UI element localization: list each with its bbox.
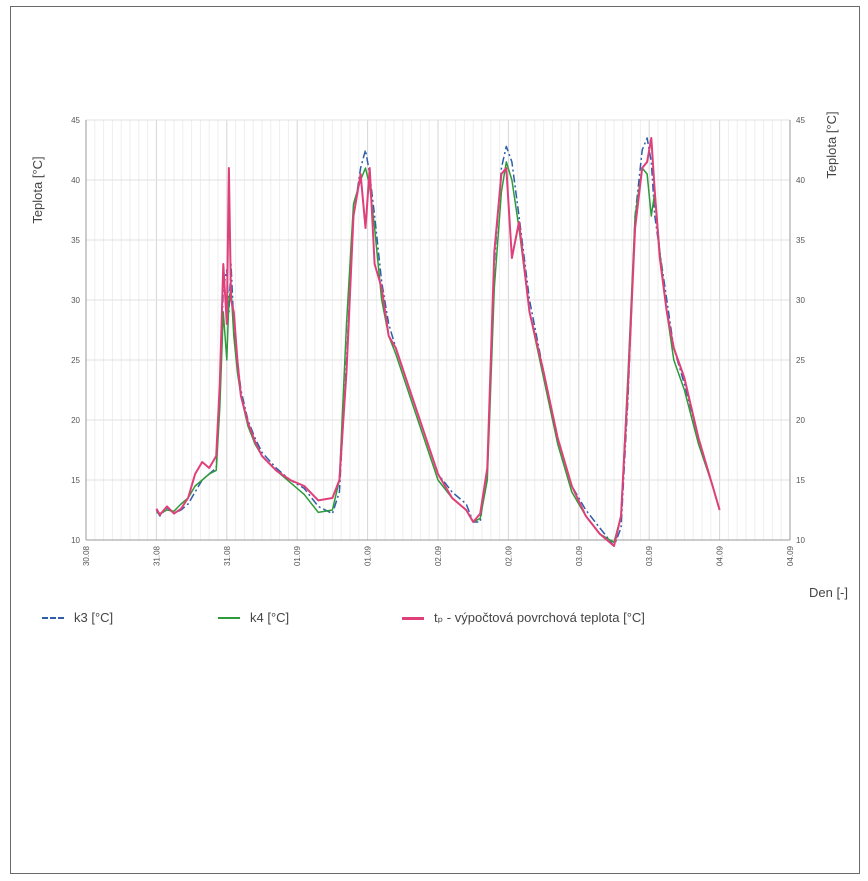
x-tick-label: 04.09 [786, 545, 795, 566]
legend-swatch-k3 [42, 616, 64, 619]
y-tick-label-left: 15 [71, 476, 80, 485]
y-tick-label-right: 45 [796, 116, 805, 125]
legend-item-k4: k4 [°C] [218, 610, 289, 625]
x-tick-label: 31.08 [152, 545, 161, 566]
y-tick-label-left: 40 [71, 176, 80, 185]
y-tick-label-right: 20 [796, 416, 805, 425]
y-axis-label-right: Teplota [°C] [824, 111, 839, 178]
legend-label-tp: tₚ - výpočtová povrchová teplota [°C] [434, 610, 645, 625]
x-axis-label: Den [-] [809, 585, 848, 600]
y-tick-label-right: 30 [796, 296, 805, 305]
x-tick-label: 31.08 [223, 545, 232, 566]
y-tick-label-left: 35 [71, 236, 80, 245]
legend: k3 [°C] k4 [°C] tₚ - výpočtová povrchová… [0, 610, 868, 634]
x-tick-label: 04.09 [716, 545, 725, 566]
legend-label-k4: k4 [°C] [250, 610, 290, 625]
x-tick-label: 02.09 [434, 545, 443, 566]
y-tick-label-left: 25 [71, 356, 80, 365]
y-tick-label-left: 30 [71, 296, 80, 305]
y-tick-label-right: 40 [796, 176, 805, 185]
x-tick-label: 01.09 [293, 545, 302, 566]
x-tick-label: 30.08 [82, 545, 91, 566]
y-tick-label-left: 45 [71, 116, 80, 125]
legend-swatch-tp [402, 616, 424, 620]
y-tick-label-right: 25 [796, 356, 805, 365]
series-line-tp [155, 137, 721, 547]
x-tick-label: 03.09 [575, 545, 584, 566]
y-tick-label-right: 35 [796, 236, 805, 245]
x-tick-label: 03.09 [645, 545, 654, 566]
legend-item-k3: k3 [°C] [42, 610, 113, 625]
y-tick-label-right: 15 [796, 476, 805, 485]
x-tick-label: 01.09 [364, 545, 373, 566]
x-tick-label: 02.09 [504, 545, 513, 566]
y-tick-label-left: 10 [71, 536, 80, 545]
y-tick-label-left: 20 [71, 416, 80, 425]
chart-frame [10, 6, 860, 874]
y-axis-label-left: Teplota [°C] [30, 156, 45, 223]
y-tick-label-right: 10 [796, 536, 805, 545]
legend-item-tp: tₚ - výpočtová povrchová teplota [°C] [402, 610, 645, 626]
legend-label-k3: k3 [°C] [74, 610, 114, 625]
legend-swatch-k4 [218, 616, 240, 619]
